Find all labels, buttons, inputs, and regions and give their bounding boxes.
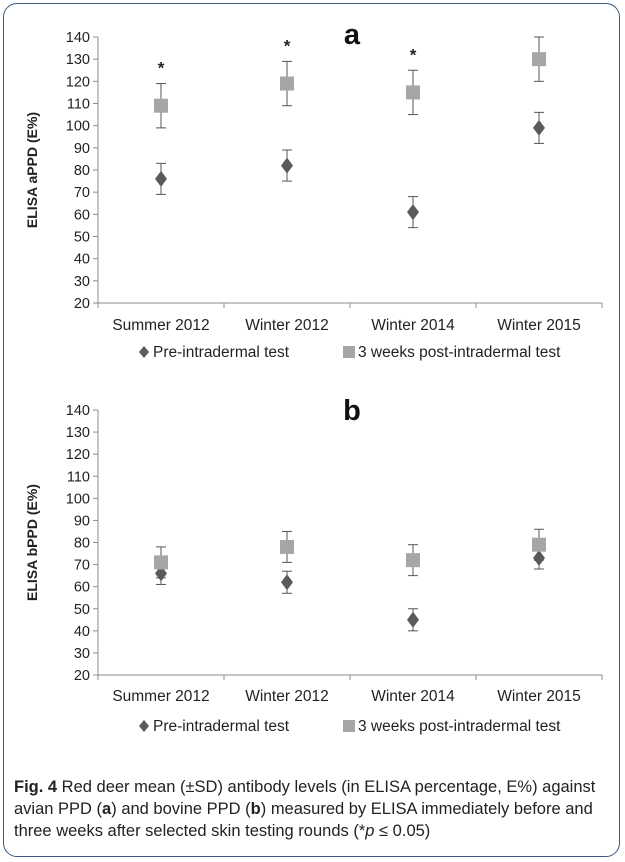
chart-a-point-pre [533, 119, 545, 136]
chart-b-y-tick-label: 40 [74, 624, 90, 640]
chart-b-point-post [154, 555, 168, 570]
chart-a-y-tick-label: 140 [66, 30, 90, 46]
chart-a-panel-label: a [344, 19, 361, 51]
chart-a-y-tick-label: 110 [67, 97, 90, 113]
chart-a-y-tick-label: 90 [74, 141, 90, 157]
figure-frame [3, 3, 620, 857]
chart-b-y-tick-label: 30 [74, 646, 90, 662]
chart-b-y-tick-label: 130 [66, 425, 90, 441]
chart-b-y-tick-label: 90 [74, 513, 90, 529]
chart-a-legend-label-pre: Pre-intradermal test [153, 344, 290, 361]
chart-a-legend-marker-post [343, 346, 355, 358]
chart-b-y-tick-label: 60 [74, 580, 90, 596]
caption-text-3: ) measured by ELISA immediately before a… [14, 800, 593, 840]
caption-panel-a: a [102, 800, 112, 818]
chart-b-legend-marker-post [343, 720, 355, 732]
caption-p-symbol: p [365, 822, 375, 840]
chart-b-y-tick-label: 50 [74, 602, 90, 618]
chart-b-x-tick-label: Winter 2015 [497, 688, 581, 705]
chart-a-y-tick-label: 30 [74, 274, 90, 290]
chart-a-y-tick-label: 40 [74, 252, 90, 268]
chart-a-point-pre [281, 157, 293, 174]
chart-a-y-tick-label: 120 [66, 74, 90, 90]
caption-text-4: ≤ 0.05) [374, 822, 431, 840]
figure-caption: Fig. 4 Red deer mean (±SD) antibody leve… [14, 776, 612, 842]
chart-b-y-tick-label: 20 [74, 668, 90, 684]
chart-b-point-post [406, 553, 420, 568]
chart-b-y-tick-label: 140 [66, 403, 90, 419]
chart-b-y-tick-label: 80 [74, 536, 90, 552]
chart-a-x-tick-label: Winter 2014 [371, 317, 455, 334]
chart-a-x-tick-label: Winter 2015 [497, 317, 581, 334]
caption-fig-label: Fig. 4 [14, 778, 58, 796]
chart-a-legend-marker-pre [139, 346, 149, 358]
chart-b-point-pre [281, 574, 293, 591]
chart-a-y-tick-label: 70 [74, 185, 90, 201]
chart-b-x-tick-label: Summer 2012 [112, 688, 209, 705]
chart-b-y-axis-label: ELISA bPPD (E%) [24, 484, 40, 601]
chart-a-significance-asterisk: * [158, 59, 165, 78]
chart-a-y-axis-label: ELISA aPPD (E%) [24, 112, 40, 228]
chart-b-legend-marker-pre [139, 720, 149, 732]
chart-a-x-tick-label: Summer 2012 [112, 317, 209, 334]
chart-a-point-pre [155, 170, 167, 187]
chart-b-legend-label-pre: Pre-intradermal test [153, 718, 290, 735]
chart-b-panel-label: b [343, 395, 361, 427]
chart-a-point-post [532, 52, 546, 67]
chart-b-y-tick-label: 120 [66, 447, 90, 463]
chart-a-significance-asterisk: * [284, 36, 291, 55]
chart-a-y-tick-label: 130 [66, 52, 90, 68]
chart-a-y-tick-label: 50 [74, 230, 90, 246]
chart-a-y-tick-label: 80 [74, 163, 90, 179]
chart-a-y-tick-label: 100 [66, 119, 90, 135]
chart-a-point-post [280, 76, 294, 91]
chart-b-y-tick-label: 100 [66, 491, 90, 507]
chart-a-y-tick-label: 60 [74, 207, 90, 223]
chart-b-y-tick-label: 70 [74, 558, 90, 574]
chart-b-point-post [532, 537, 546, 552]
chart-b-x-tick-label: Winter 2012 [245, 688, 329, 705]
caption-text-2: ) and bovine PPD ( [111, 800, 251, 818]
chart-a-point-pre [407, 204, 419, 221]
caption-text-1: Red deer mean (±SD) antibody levels (in … [14, 778, 596, 818]
chart-b-legend-label-post: 3 weeks post-intradermal test [358, 718, 561, 735]
chart-b-point-post [280, 539, 294, 554]
chart-a-significance-asterisk: * [410, 45, 417, 64]
chart-b-y-tick-label: 110 [67, 469, 90, 485]
chart-a-legend-label-post: 3 weeks post-intradermal test [358, 344, 561, 361]
chart-a-point-post [406, 85, 420, 100]
caption-panel-b: b [250, 800, 261, 818]
chart-b-point-pre [407, 611, 419, 628]
chart-a-point-post [154, 98, 168, 113]
chart-a-y-tick-label: 20 [74, 296, 90, 312]
chart-a-x-tick-label: Winter 2012 [245, 317, 329, 334]
chart-b-x-tick-label: Winter 2014 [371, 688, 455, 705]
